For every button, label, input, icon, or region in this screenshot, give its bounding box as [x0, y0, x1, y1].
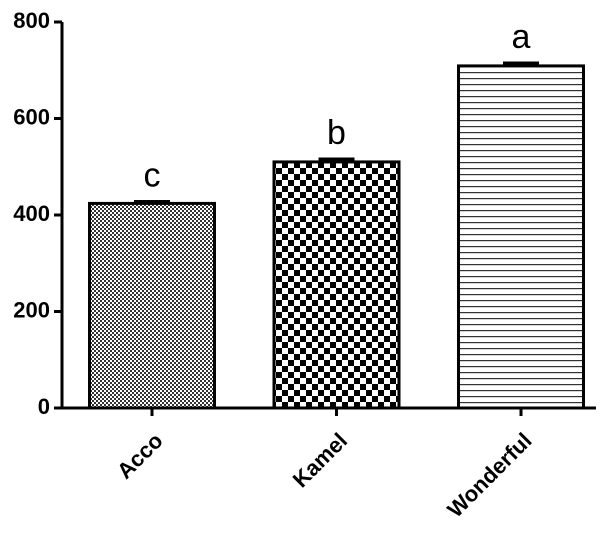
x-tick-label: Wonderful: [442, 428, 536, 522]
y-tick-label: 200: [13, 297, 50, 322]
significance-letter: a: [512, 18, 531, 56]
y-tick-label: 0: [38, 394, 50, 419]
bar: [88, 201, 216, 410]
error-bar: [134, 199, 170, 204]
significance-letter: c: [144, 156, 161, 194]
y-tick-label: 400: [13, 201, 50, 226]
y-tick-label: 800: [13, 8, 50, 33]
y-tick-label: 600: [13, 104, 50, 129]
error-bar: [318, 157, 355, 162]
error-bar: [503, 61, 539, 66]
bar: [272, 160, 401, 410]
bar: [457, 64, 585, 410]
x-tick-label: Acco: [112, 428, 168, 484]
x-tick-label: Kamel: [288, 428, 352, 492]
significance-letter: b: [327, 114, 346, 152]
